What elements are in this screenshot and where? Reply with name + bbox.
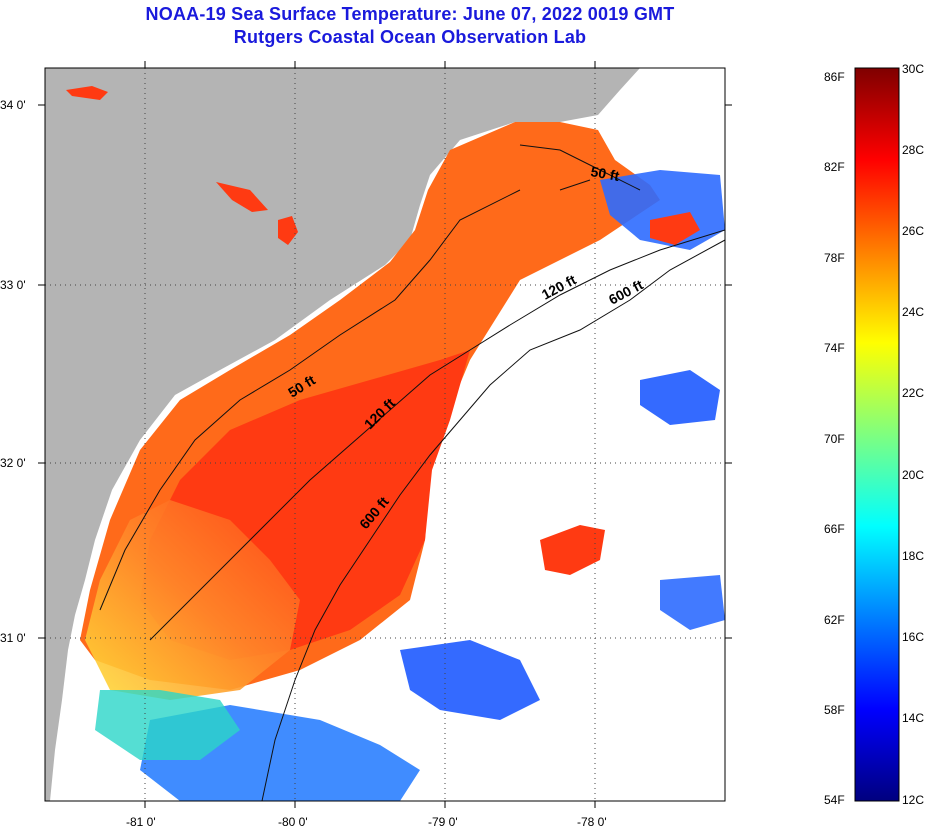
warm-offshore-eddy — [540, 525, 605, 575]
map-panel: 50 ft 120 ft 600 ft 50 ft 120 ft 600 ft — [45, 68, 725, 801]
colorbar-c-label: 12C — [902, 793, 925, 807]
lon-tick-label: -78 0' — [577, 815, 607, 829]
colorbar-c-label: 30C — [902, 62, 925, 76]
lat-gridlines — [45, 284, 725, 639]
lon-tick-label: -81 0' — [126, 815, 156, 829]
colorbar-f-label: 54F — [824, 793, 845, 807]
cool-coastal-plume — [85, 500, 300, 700]
colorbar-f-label: 82F — [824, 160, 845, 174]
colorbar-f-label: 62F — [824, 613, 845, 627]
colorbar-f-label: 66F — [824, 522, 845, 536]
cold-offshore-patch — [640, 370, 720, 425]
colorbar-c-label: 20C — [902, 468, 925, 482]
land-mass — [45, 68, 640, 801]
cold-offshore-patch — [400, 640, 540, 720]
map-subtitle: Rutgers Coastal Ocean Observation Lab — [233, 27, 587, 47]
cold-offshore-patch — [660, 575, 725, 630]
colorbar-c-label: 18C — [902, 549, 925, 563]
colorbar-f-label: 86F — [824, 70, 845, 84]
colorbar-c-label: 24C — [902, 305, 925, 319]
colorbar-c-label: 28C — [902, 143, 925, 157]
isobath-50ft — [99, 144, 641, 611]
colorbar-c-label: 26C — [902, 224, 925, 238]
warm-lake-patch — [216, 182, 268, 212]
lon-tick-label: -80 0' — [278, 815, 308, 829]
colorbar-f-label: 74F — [824, 341, 845, 355]
colorbar-f-label: 70F — [824, 432, 845, 446]
colorbar — [854, 67, 900, 802]
isobath-label: 50 ft — [589, 163, 620, 184]
warm-offshore-eddy — [650, 212, 700, 245]
colorbar-f-label: 78F — [824, 251, 845, 265]
lon-tick-label: -79 0' — [428, 815, 458, 829]
lat-tick-label: 31 0' — [0, 631, 26, 645]
cold-offshore-patch — [95, 690, 240, 760]
lat-tick-label: 34 0' — [0, 98, 26, 112]
lat-tick-label: 33 0' — [0, 278, 26, 292]
map-title: NOAA-19 Sea Surface Temperature: June 07… — [145, 4, 675, 24]
warm-lake-patch — [278, 216, 298, 245]
colorbar-f-label: 58F — [824, 703, 845, 717]
isobath-120ft — [149, 229, 725, 641]
colorbar-c-label: 22C — [902, 386, 925, 400]
isobath-600ft — [261, 239, 725, 801]
axis-ticks — [38, 61, 732, 808]
warm-lake-patch — [66, 86, 108, 100]
lat-tick-label: 32 0' — [0, 456, 26, 470]
colorbar-c-label: 16C — [902, 630, 925, 644]
map-frame — [44, 67, 726, 802]
colorbar-c-label: 14C — [902, 711, 925, 725]
